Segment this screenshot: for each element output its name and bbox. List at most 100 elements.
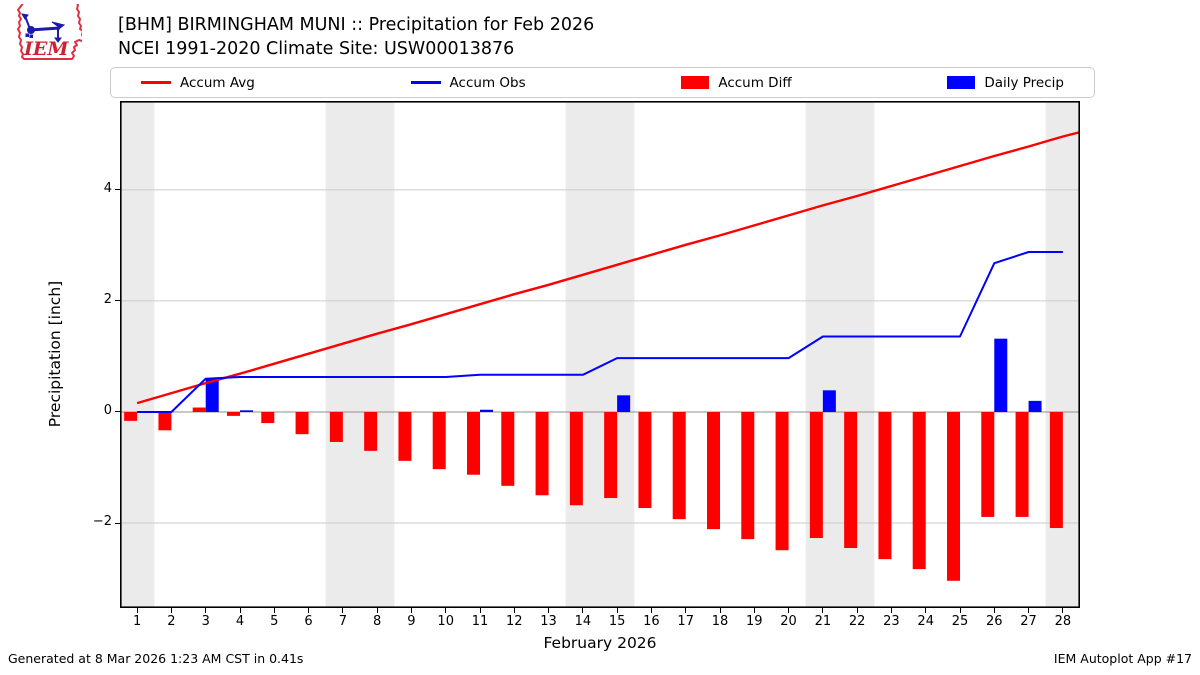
y-tick-label: 4 [103,180,112,196]
accum-diff-bar [295,411,309,435]
accum-diff-bar [604,411,618,499]
y-tick-label: 0 [103,402,112,418]
x-tick-label: 4 [235,614,245,629]
legend-swatch-rect-icon [947,76,976,89]
accum-diff-bar [158,411,172,431]
accum-diff-bar [947,411,960,581]
x-tick-mark [1028,608,1030,613]
x-tick-label: 23 [883,614,900,629]
weekend-shading-band [1045,101,1080,608]
weekend-shading-band [600,101,635,608]
daily-precip-bar [480,409,493,412]
legend-swatch-line-icon [410,81,441,84]
accum-diff-bar [398,411,412,461]
y-tick-mark [115,189,120,191]
daily-precip-bar [822,390,836,412]
accum-diff-bar [432,411,446,470]
accum-diff-bar [912,411,926,570]
y-tick-label: 2 [103,291,112,307]
accum-diff-bar [672,411,686,520]
accum-diff-bar [227,411,240,416]
logo-iem-text: IEM [23,38,69,60]
page-title: [BHM] BIRMINGHAM MUNI :: Precipitation f… [118,15,595,35]
x-tick-label: 2 [167,614,176,629]
x-tick-mark [856,608,858,613]
x-tick-mark [822,608,824,613]
accum-diff-bar [467,411,480,475]
accum-diff-bar [501,411,515,486]
x-tick-mark [890,608,892,613]
x-tick-mark [445,608,447,613]
legend-item-accum-diff: Accum Diff [681,74,792,91]
x-tick-label: 9 [407,614,416,629]
y-tick-mark [115,522,120,524]
x-tick-label: 27 [1020,614,1037,629]
x-tick-mark [273,608,275,613]
daily-precip-bar [240,410,253,412]
daily-precip-bar [994,338,1008,412]
y-tick-mark [115,411,120,413]
legend-item-accum-avg: Accum Avg [141,75,255,91]
plot-border [120,101,1080,608]
x-tick-mark [993,608,995,613]
x-tick-mark [1062,608,1064,613]
x-tick-mark [239,608,241,613]
title-block: [BHM] BIRMINGHAM MUNI :: Precipitation f… [118,13,594,61]
x-tick-label: 1 [133,614,142,629]
chart-legend: Accum Avg Accum Obs Accum Diff Daily Precip [110,67,1095,98]
accum-diff-bar [364,411,378,451]
x-tick-label: 7 [338,614,347,629]
x-tick-mark [788,608,790,613]
x-tick-mark [205,608,207,613]
x-tick-label: 13 [540,614,557,629]
accum-diff-bar [775,411,789,551]
y-tick-label: −2 [92,514,112,530]
accum-diff-bar [981,411,995,517]
weather-vane-icon [21,13,66,43]
x-tick-label: 12 [506,614,523,629]
plot-svg [120,101,1080,608]
x-tick-mark [925,608,927,613]
plot-area [120,101,1080,608]
legend-label: Accum Avg [180,74,255,91]
x-tick-mark [582,608,584,613]
accum-diff-bar [329,411,343,442]
x-tick-label: 6 [304,614,313,629]
x-tick-label: 11 [471,614,489,629]
x-tick-label: 16 [643,614,660,629]
weekend-shading-band [360,101,395,608]
footer-app-text: IEM Autoplot App #17 [1053,651,1192,666]
x-tick-label: 26 [986,614,1003,629]
weekend-shading-band [325,101,360,608]
legend-item-daily-precip: Daily Precip [947,75,1064,91]
x-tick-mark [479,608,481,613]
accum-diff-bar [535,411,549,496]
x-tick-mark [513,608,515,613]
x-tick-mark [376,608,378,613]
x-tick-label: 15 [608,614,626,629]
accum-diff-bar [878,411,892,560]
x-tick-label: 14 [574,614,592,629]
x-tick-mark [753,608,755,613]
accum-diff-bar [569,411,583,506]
x-tick-label: 5 [270,614,279,629]
legend-label: Accum Diff [718,74,792,91]
x-tick-label: 24 [917,614,934,629]
x-tick-mark [136,608,138,613]
y-axis-title: Precipitation [inch] [46,280,64,428]
x-tick-mark [342,608,344,613]
accum-avg-line [136,130,1080,405]
x-tick-label: 19 [746,614,763,629]
x-tick-mark [685,608,687,613]
legend-label: Accum Obs [449,74,526,91]
x-tick-mark [548,608,550,613]
accum-diff-bar [1049,411,1063,529]
accum-obs-line [137,251,1063,413]
x-tick-mark [410,608,412,613]
y-tick-mark [115,300,120,302]
x-tick-label: 21 [814,614,832,629]
daily-precip-bar [1028,400,1042,412]
x-tick-label: 28 [1054,614,1072,629]
x-tick-label: 20 [780,614,797,629]
